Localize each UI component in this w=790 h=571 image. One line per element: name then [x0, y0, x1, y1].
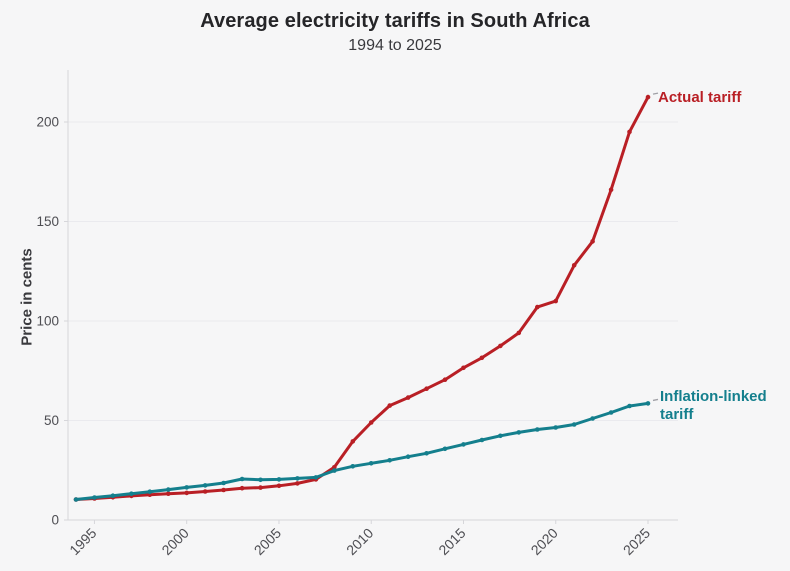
- x-tick-label-2000: 2000: [158, 525, 191, 558]
- data-point: [387, 458, 393, 463]
- data-point: [645, 401, 651, 406]
- x-tick-label-1995: 1995: [66, 525, 99, 558]
- data-point: [350, 464, 356, 469]
- y-tick-label-100: 100: [36, 314, 59, 329]
- data-point: [405, 395, 411, 400]
- data-point: [535, 427, 540, 432]
- x-tick-label-2025: 2025: [620, 525, 653, 558]
- data-point: [387, 403, 393, 408]
- data-point: [73, 497, 79, 502]
- x-tick-label-2015: 2015: [435, 525, 468, 558]
- data-point: [332, 465, 337, 470]
- data-point: [424, 451, 429, 456]
- y-tick-label-200: 200: [36, 115, 59, 130]
- actual-tariff-line: [74, 95, 650, 501]
- y-tick-label-50: 50: [44, 413, 59, 428]
- data-point: [535, 304, 540, 310]
- data-point: [258, 485, 263, 490]
- data-point: [184, 485, 189, 490]
- y-tick-label-150: 150: [36, 214, 59, 229]
- data-point: [498, 343, 503, 349]
- data-point: [516, 330, 522, 336]
- data-point: [276, 477, 282, 482]
- data-point: [239, 476, 245, 482]
- data-point: [221, 487, 226, 493]
- data-point: [166, 487, 171, 492]
- chart-title: Average electricity tariffs in South Afr…: [200, 10, 590, 32]
- data-point: [516, 430, 522, 435]
- actual-tariff-points: [73, 94, 651, 502]
- data-point: [239, 485, 245, 491]
- data-point: [479, 355, 485, 361]
- data-point: [553, 425, 558, 430]
- data-point: [295, 476, 300, 481]
- x-tick-label-2005: 2005: [251, 525, 284, 558]
- chart-header: Average electricity tariffs in South Afr…: [0, 0, 790, 55]
- data-point: [442, 446, 448, 452]
- chart-subtitle: 1994 to 2025: [348, 37, 442, 54]
- data-point: [184, 490, 189, 496]
- x-tick-label-2010: 2010: [343, 525, 376, 558]
- actual-tariff-label-dash: [652, 92, 659, 95]
- data-point: [627, 403, 632, 409]
- y-axis-title: Price in cents: [18, 248, 36, 346]
- data-point: [608, 410, 614, 415]
- data-point: [332, 468, 337, 473]
- data-point: [221, 480, 226, 486]
- data-point: [424, 386, 429, 392]
- data-point: [461, 442, 466, 447]
- data-point: [202, 483, 208, 488]
- data-point: [129, 491, 134, 497]
- data-point: [608, 187, 614, 192]
- series-label-actual-tariff: Actual tariff: [658, 89, 742, 106]
- data-point: [405, 454, 411, 460]
- inflation-linked-tariff-label-dash: [652, 398, 659, 402]
- data-point: [553, 298, 558, 304]
- data-point: [110, 493, 116, 499]
- data-point: [590, 239, 595, 244]
- data-point: [202, 489, 208, 494]
- data-point: [313, 475, 319, 480]
- data-point: [442, 377, 448, 383]
- data-point: [461, 365, 466, 371]
- data-point: [258, 477, 263, 483]
- data-point: [166, 491, 171, 497]
- y-tick-label-0: 0: [51, 513, 59, 528]
- data-point: [627, 129, 632, 135]
- data-point: [571, 422, 577, 427]
- series-label-inflation-linked-tariff: Inflation-linked tariff: [660, 388, 767, 423]
- data-point: [368, 461, 374, 466]
- data-point: [590, 416, 595, 421]
- inflation-linked-tariff-points: [73, 401, 651, 502]
- data-point: [645, 94, 651, 100]
- data-point: [276, 483, 282, 489]
- data-point: [147, 489, 153, 495]
- data-point: [350, 439, 356, 444]
- x-tick-label-2020: 2020: [528, 525, 561, 558]
- inflation-linked-tariff-line: [74, 401, 650, 501]
- data-point: [368, 420, 374, 425]
- data-point: [571, 263, 577, 268]
- data-point: [295, 481, 300, 486]
- data-point: [479, 437, 485, 443]
- data-point: [92, 495, 97, 500]
- data-point: [498, 433, 503, 439]
